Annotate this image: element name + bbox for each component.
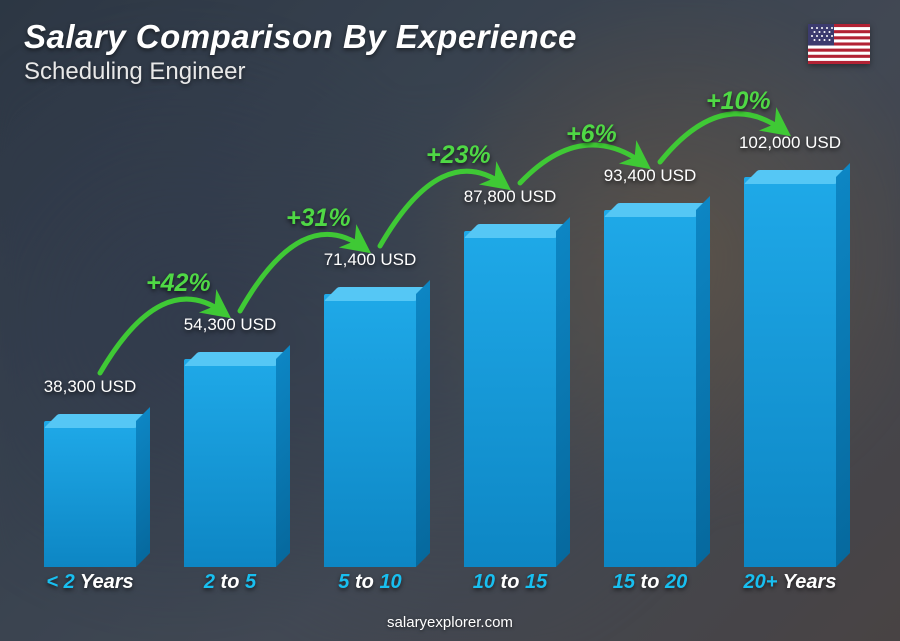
increment-label: +10% bbox=[706, 87, 771, 116]
x-axis-label: < 2 Years bbox=[25, 571, 155, 601]
x-axis-label: 20+ Years bbox=[725, 571, 855, 601]
footer-credit: salaryexplorer.com bbox=[0, 614, 900, 631]
increment-label: +31% bbox=[286, 204, 351, 233]
x-axis-label: 15 to 20 bbox=[585, 571, 715, 601]
flag-usa bbox=[808, 24, 870, 64]
header: Salary Comparison By Experience Scheduli… bbox=[24, 18, 577, 86]
x-axis-label: 2 to 5 bbox=[165, 571, 295, 601]
increment-arrow bbox=[660, 114, 784, 162]
increment-arrow bbox=[240, 234, 364, 311]
increment-arrow bbox=[520, 145, 644, 183]
increment-arrow bbox=[100, 299, 224, 373]
increment-arrow bbox=[380, 171, 504, 246]
x-axis-label: 5 to 10 bbox=[305, 571, 435, 601]
increment-label: +6% bbox=[566, 120, 617, 149]
increment-label: +42% bbox=[146, 269, 211, 298]
x-axis-label: 10 to 15 bbox=[445, 571, 575, 601]
bar-chart: 38,300 USD54,300 USD71,400 USD87,800 USD… bbox=[20, 81, 860, 601]
page-title: Salary Comparison By Experience bbox=[24, 18, 577, 56]
increment-label: +23% bbox=[426, 141, 491, 170]
